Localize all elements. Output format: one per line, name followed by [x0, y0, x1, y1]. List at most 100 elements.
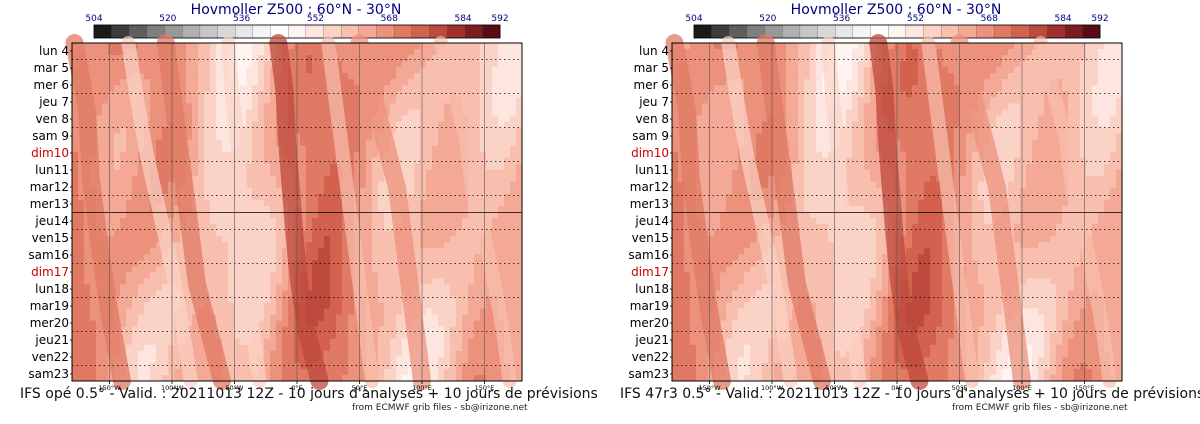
heatmap-cell	[516, 61, 523, 68]
heatmap-cell	[162, 332, 169, 340]
heatmap-cell	[384, 290, 391, 297]
heatmap-cell	[498, 115, 505, 122]
heatmap-cell	[72, 236, 79, 243]
heatmap-cell	[480, 356, 487, 364]
heatmap-cell	[228, 266, 235, 273]
heatmap-cell	[144, 326, 151, 334]
heatmap-cell	[324, 266, 331, 273]
heatmap-cell	[384, 278, 391, 285]
heatmap-cell	[438, 242, 445, 249]
heatmap-cell	[504, 163, 511, 171]
heatmap-cell	[492, 224, 499, 231]
heatmap-cell	[210, 205, 217, 213]
heatmap-cell	[786, 73, 793, 80]
heatmap-cell	[1080, 73, 1087, 80]
heatmap-cell	[426, 145, 433, 153]
heatmap-cell	[138, 205, 145, 213]
heatmap-cell	[516, 145, 523, 153]
heatmap-cell	[426, 115, 433, 122]
heatmap-cell	[396, 103, 403, 110]
heatmap-cell	[138, 260, 145, 267]
heatmap-cell	[204, 49, 211, 56]
heatmap-cell	[384, 61, 391, 68]
heatmap-cell	[366, 290, 373, 297]
heatmap-cell	[282, 278, 289, 285]
heatmap-cell	[150, 109, 157, 116]
heatmap-cell	[450, 362, 457, 370]
colorbar-swatch	[182, 24, 201, 39]
heatmap-cell	[270, 151, 277, 159]
heatmap-cell	[912, 91, 919, 98]
heatmap-cell	[354, 91, 361, 98]
heatmap-cell	[1062, 61, 1069, 68]
heatmap-cell	[978, 43, 985, 50]
heatmap-cell	[336, 308, 343, 316]
heatmap-cell	[144, 55, 151, 62]
heatmap-cell	[306, 181, 313, 189]
heatmap-cell	[402, 61, 409, 68]
heatmap-cell	[486, 169, 493, 177]
heatmap-cell	[1074, 49, 1081, 56]
heatmap-cell	[1104, 49, 1111, 56]
heatmap-cell	[168, 332, 175, 340]
heatmap-cell	[426, 181, 433, 189]
heatmap-cell	[468, 260, 475, 267]
heatmap-cell	[108, 67, 115, 74]
heatmap-cell	[438, 368, 445, 376]
heatmap-cell	[96, 73, 103, 80]
heatmap-cell	[318, 157, 325, 165]
heatmap-cell	[324, 338, 331, 346]
heatmap-cell	[150, 356, 157, 364]
heatmap-cell	[510, 73, 517, 80]
heatmap-cell	[1068, 43, 1075, 50]
heatmap-cell	[72, 260, 79, 267]
heatmap-cell	[384, 368, 391, 376]
heatmap-cell	[408, 205, 415, 213]
heatmap-cell	[270, 314, 277, 322]
heatmap-cell	[144, 73, 151, 80]
heatmap-cell	[144, 290, 151, 297]
heatmap-cell	[222, 338, 229, 346]
heatmap-cell	[150, 314, 157, 322]
colorbar-swatch	[817, 24, 836, 39]
heatmap-cell	[336, 350, 343, 358]
heatmap-cell	[114, 212, 121, 219]
heatmap-cell	[456, 368, 463, 376]
heatmap-cell	[210, 278, 217, 285]
heatmap-cell	[114, 109, 121, 116]
heatmap-cell	[462, 43, 469, 50]
heatmap-cell	[462, 55, 469, 62]
heatmap-cell	[312, 79, 319, 86]
heatmap-cell	[138, 43, 145, 50]
heatmap-cell	[492, 199, 499, 207]
heatmap-cell	[324, 242, 331, 249]
heatmap-cell	[402, 121, 409, 128]
heatmap-cell	[318, 199, 325, 207]
heatmap-cell	[300, 67, 307, 74]
heatmap-cell	[438, 115, 445, 122]
heatmap-cell	[132, 224, 139, 231]
heatmap-cell	[696, 43, 703, 50]
heatmap-cell	[366, 193, 373, 201]
heatmap-cell	[702, 49, 709, 56]
heatmap-cell	[504, 272, 511, 279]
heatmap-cell	[198, 73, 205, 80]
heatmap-cell	[288, 356, 295, 364]
heatmap-cell	[1104, 61, 1111, 68]
heatmap-cell	[396, 308, 403, 316]
heatmap-cell	[246, 121, 253, 128]
heatmap-cell	[240, 356, 247, 364]
heatmap-cell	[492, 218, 499, 225]
heatmap-cell	[492, 242, 499, 249]
heatmap-cell	[312, 49, 319, 56]
heatmap-cell	[378, 356, 385, 364]
heatmap-cell	[516, 212, 523, 219]
heatmap-cell	[138, 362, 145, 370]
heatmap-cell	[504, 212, 511, 219]
heatmap-cell	[96, 374, 103, 382]
heatmap-cell	[234, 296, 241, 303]
heatmap-cell	[270, 79, 277, 86]
heatmap-cell	[246, 374, 253, 382]
heatmap-cell	[1086, 79, 1093, 86]
heatmap-cell	[906, 49, 913, 56]
